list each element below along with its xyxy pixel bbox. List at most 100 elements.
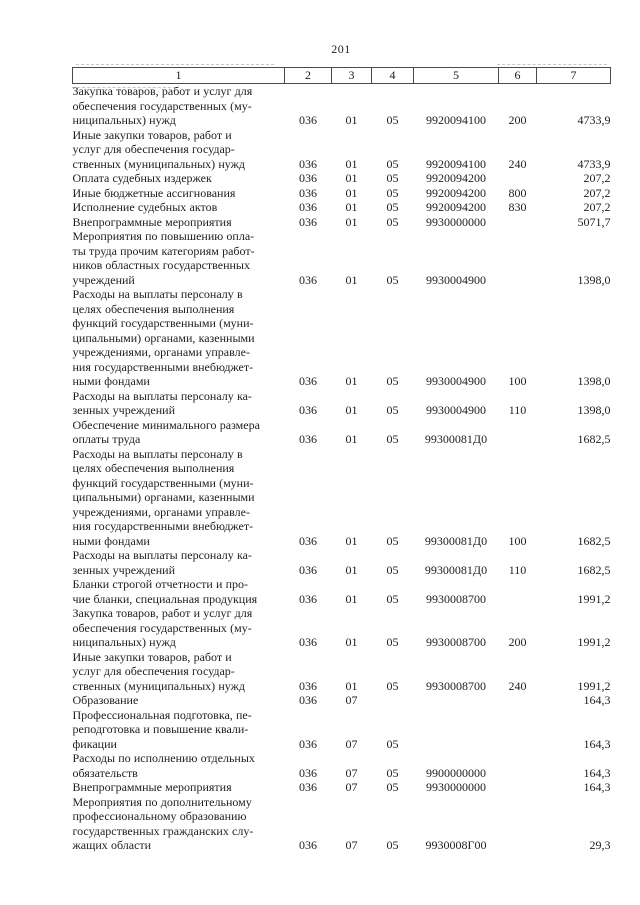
- table-row: Иные бюджетные ассигнования 036 01 05 99…: [73, 186, 611, 201]
- cell-subsection-code: 05: [386, 185, 399, 200]
- cell-section-code: 01: [345, 562, 358, 577]
- cell-target-article-code: [414, 708, 499, 752]
- cell-agency-code: 036: [299, 591, 317, 606]
- cell-description: Бланки строгой отчетности и про- чие бла…: [72, 577, 258, 606]
- cell-target-article-code: 9920094100: [426, 156, 486, 171]
- cell-agency-code: 036: [299, 214, 317, 229]
- cell-description: Иные закупки товаров, работ и услуг для …: [72, 127, 246, 171]
- cell-amount: 207,2: [583, 185, 611, 200]
- cell-agency-code: 036: [299, 403, 317, 417]
- cell-amount: 207,2: [583, 200, 611, 214]
- cell-agency-code: 036: [299, 736, 317, 751]
- cell-amount: 4733,9: [577, 156, 611, 171]
- cell-subsection-code: 05: [386, 171, 399, 185]
- column-header-2: 2: [284, 67, 332, 84]
- cell-section-code: 01: [345, 214, 358, 229]
- cell-agency-code: 036: [299, 765, 317, 780]
- cell-section-code: 01: [345, 272, 358, 287]
- cell-target-article-code: 9930008700: [426, 678, 486, 693]
- cell-section-code: 01: [345, 432, 358, 446]
- cell-description: Обеспечение минимального размера оплаты …: [72, 417, 260, 447]
- cell-amount: 5071,7: [577, 214, 611, 229]
- cell-agency-code: 036: [299, 171, 317, 185]
- cell-description: Расходы на выплаты персоналу ка- зенных …: [72, 548, 252, 577]
- cell-subsection-code: 05: [386, 635, 399, 649]
- cell-expense-type-code: [499, 215, 537, 230]
- table-row: Мероприятия по дополнительному профессио…: [73, 795, 611, 853]
- cell-section-code: 01: [345, 171, 358, 185]
- cell-target-article-code: 9930008700: [426, 635, 486, 649]
- cell-description: Профессиональная подготовка, пе- реподго…: [72, 707, 252, 751]
- cell-target-article-code: 99300081Д0: [424, 533, 488, 548]
- cell-section-code: 01: [345, 156, 358, 171]
- cell-section-code: 07: [345, 736, 358, 751]
- cell-subsection-code: 05: [386, 765, 399, 780]
- cell-description: Закупка товаров, работ и услуг для обесп…: [72, 606, 253, 649]
- cell-target-article-code: 9920094200: [426, 171, 486, 185]
- cell-expense-type-code: [499, 577, 537, 606]
- cell-target-article-code: 9930004900: [426, 272, 486, 287]
- cell-expense-type-code: 110: [508, 403, 527, 417]
- cell-amount: 1398,0: [577, 374, 611, 388]
- cell-agency-code: 036: [299, 635, 317, 649]
- cell-description: Внепрограммные мероприятия: [72, 214, 232, 229]
- cell-description: Иные бюджетные ассигнования: [72, 185, 236, 200]
- cell-expense-type-code: [499, 229, 537, 287]
- cell-expense-type-code: [499, 418, 537, 447]
- cell-expense-type-code: [499, 171, 537, 186]
- cell-agency-code: 036: [299, 185, 317, 200]
- table-row: Закупка товаров, работ и услуг для обесп…: [73, 606, 611, 650]
- cell-agency-code: 036: [299, 838, 317, 852]
- column-header-3: 3: [331, 67, 372, 84]
- cell-expense-type-code: 100: [508, 374, 527, 388]
- cell-expense-type-code: [499, 693, 537, 708]
- cell-amount: 1991,2: [577, 678, 611, 693]
- cell-agency-code: 036: [299, 533, 317, 548]
- cell-section-code: 07: [345, 780, 358, 794]
- cell-subsection-code: 05: [386, 533, 399, 548]
- table-row: Иные закупки товаров, работ и услуг для …: [73, 128, 611, 172]
- cell-target-article-code: 9900000000: [426, 765, 486, 780]
- cell-target-article-code: 9930008Г00: [425, 838, 487, 852]
- cell-section-code: 01: [345, 200, 358, 214]
- cell-description: Расходы на выплаты персоналу ка- зенных …: [72, 388, 252, 418]
- cell-subsection-code: 05: [386, 562, 399, 577]
- column-header-7: 7: [536, 67, 611, 84]
- cell-description: Иные закупки товаров, работ и услуг для …: [72, 649, 246, 693]
- cell-amount: 4733,9: [577, 113, 611, 127]
- table-header-row: 1 2 3 4 5 6 7: [72, 67, 611, 84]
- cell-expense-type-code: 110: [508, 562, 527, 577]
- cell-agency-code: 036: [299, 272, 317, 287]
- table-row: Расходы на выплаты персоналу ка- зенных …: [73, 548, 611, 577]
- cell-description: Образование: [72, 693, 139, 707]
- cell-target-article-code: 9930008700: [426, 591, 486, 606]
- cell-description: Мероприятия по дополнительному профессио…: [72, 794, 254, 853]
- cell-target-article-code: 9930004900: [426, 403, 486, 417]
- cell-target-article-code: 99300081Д0: [424, 432, 488, 446]
- cell-section-code: 01: [345, 113, 358, 127]
- cell-subsection-code: 05: [386, 214, 399, 229]
- cell-amount: 207,2: [583, 171, 611, 185]
- cell-expense-type-code: [499, 751, 537, 780]
- cell-subsection-code: 05: [386, 838, 399, 852]
- cell-amount: 1398,0: [577, 272, 611, 287]
- cell-amount: 1682,5: [577, 432, 611, 446]
- cell-description: Закупка товаров, работ и услуг для обесп…: [72, 84, 253, 127]
- cell-description: Расходы на выплаты персоналу в целях обе…: [72, 287, 255, 388]
- table-row: Внепрограммные мероприятия 036 07 05 993…: [73, 780, 611, 795]
- cell-subsection-code: 05: [386, 591, 399, 606]
- cell-target-article-code: 9930000000: [426, 780, 486, 794]
- cell-agency-code: 036: [299, 374, 317, 388]
- cell-agency-code: 036: [299, 432, 317, 446]
- cell-section-code: 01: [345, 533, 358, 548]
- cell-agency-code: 036: [299, 562, 317, 577]
- cell-expense-type-code: 200: [508, 113, 527, 127]
- cell-section-code: 07: [345, 765, 358, 780]
- scan-artifact: [72, 87, 176, 88]
- scan-artifact: [76, 64, 274, 65]
- table-row: Бланки строгой отчетности и про- чие бла…: [73, 577, 611, 606]
- cell-description: Мероприятия по повышению опла- ты труда …: [72, 229, 255, 287]
- cell-expense-type-code: [499, 708, 537, 752]
- cell-subsection-code: [372, 693, 414, 708]
